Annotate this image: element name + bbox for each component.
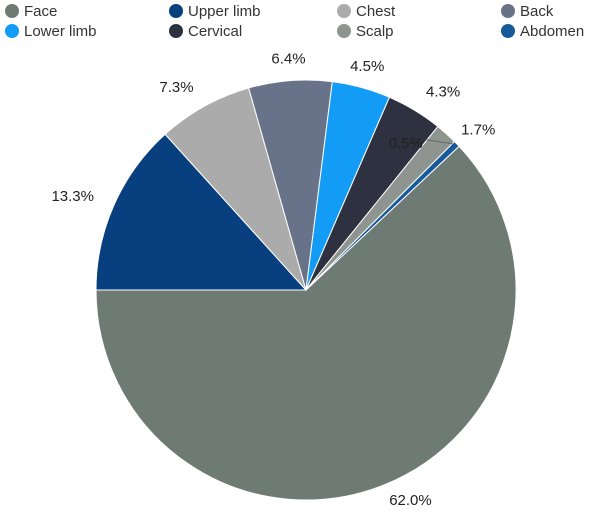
chart-legend: Face Upper limb Chest Back Lower limb Cervica… (5, 3, 584, 40)
value-label-face: 62.0% (389, 492, 432, 509)
legend-swatch-upper-limb (169, 4, 183, 18)
legend-label-lower-limb: Lower limb (24, 23, 97, 40)
legend-label-chest: Chest (356, 3, 396, 20)
leader-line-abdomen (426, 139, 453, 145)
legend-label-scalp: Scalp (356, 23, 394, 40)
pie-slices (95, 79, 517, 501)
legend-item-chest: Chest (337, 3, 396, 20)
value-label-back: 6.4% (271, 51, 305, 68)
legend-item-lower-limb: Lower limb (5, 23, 97, 40)
pie-slice-upper-limb (95, 133, 308, 291)
legend-label-back: Back (520, 3, 554, 20)
legend-swatch-back (501, 4, 515, 18)
legend-item-upper-limb: Upper limb (169, 3, 261, 20)
value-label-chest: 7.3% (159, 79, 193, 96)
pie-slice-abdomen (305, 140, 460, 291)
legend-item-back: Back (501, 3, 554, 20)
legend-label-abdomen: Abdomen (520, 23, 584, 40)
value-label-lower-limb: 4.5% (350, 58, 384, 75)
legend-swatch-chest (337, 4, 351, 18)
pie-value-labels: 62.0% 13.3% 7.3% 6.4% 4.5% 4.3% 1.7% 0.5% (51, 51, 495, 509)
legend-swatch-abdomen (501, 24, 515, 38)
legend-swatch-lower-limb (5, 24, 19, 38)
legend-label-upper-limb: Upper limb (188, 3, 261, 20)
legend-swatch-scalp (337, 24, 351, 38)
legend-label-cervical: Cervical (188, 23, 242, 40)
value-label-upper-limb: 13.3% (51, 188, 94, 205)
legend-item-scalp: Scalp (337, 23, 394, 40)
value-label-scalp: 1.7% (461, 121, 495, 138)
legend-label-face: Face (24, 3, 57, 20)
legend-swatch-face (5, 4, 19, 18)
legend-item-face: Face (5, 3, 57, 20)
value-label-abdomen: 0.5% (389, 135, 423, 152)
pie-slice-face (95, 145, 517, 501)
legend-item-abdomen: Abdomen (501, 23, 584, 40)
value-label-cervical: 4.3% (426, 83, 460, 100)
legend-swatch-cervical (169, 24, 183, 38)
legend-item-cervical: Cervical (169, 23, 242, 40)
